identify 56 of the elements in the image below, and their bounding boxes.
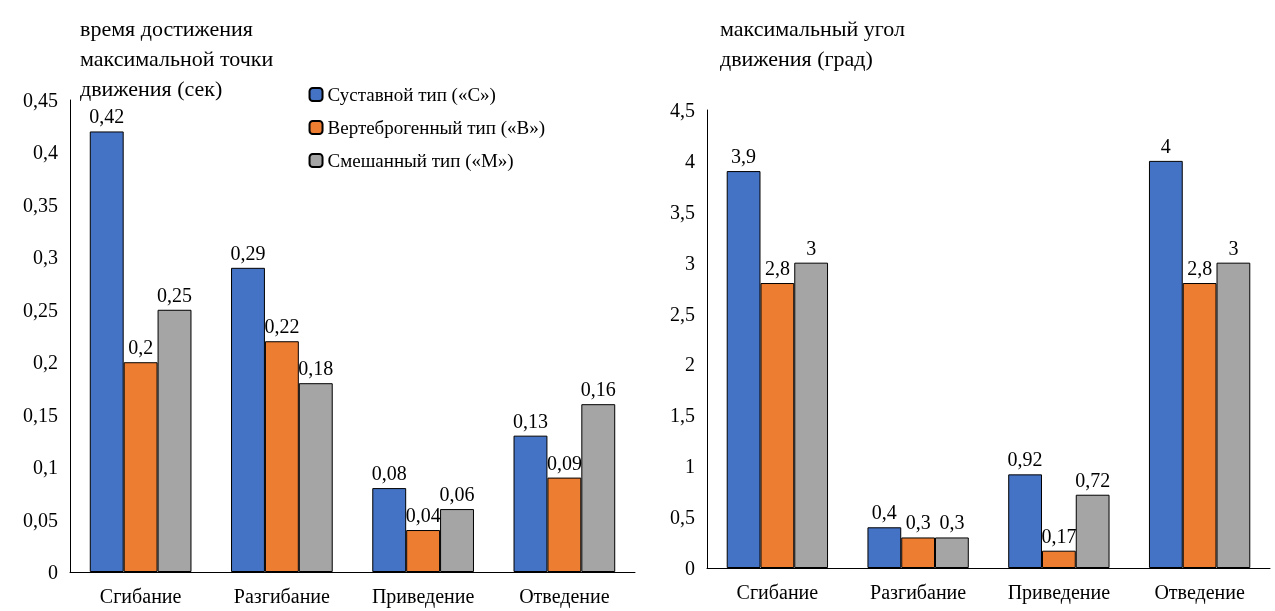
data-label: 4 xyxy=(1160,134,1171,157)
data-label: 0,13 xyxy=(512,409,548,432)
y-tick-label: 1,5 xyxy=(670,404,695,427)
data-label: 3 xyxy=(1228,236,1239,259)
y-tick-label: 0,35 xyxy=(23,193,58,216)
x-tick-label: Разгибание xyxy=(870,581,967,603)
y-tick-label: 0,5 xyxy=(670,506,695,529)
data-label: 0,72 xyxy=(1075,468,1111,491)
data-label: 0,22 xyxy=(264,315,300,338)
y-tick-label: 1 xyxy=(685,455,695,478)
x-tick-label: Сгибание xyxy=(736,581,819,603)
data-label: 0,09 xyxy=(546,451,582,474)
data-label: 3,9 xyxy=(731,145,757,168)
y-tick-label: 2 xyxy=(685,353,695,376)
data-label: 0,16 xyxy=(580,378,616,401)
data-label: 3 xyxy=(806,236,817,259)
chart-title: максимальный угол движения (град) xyxy=(720,15,911,71)
x-tick-label: Сгибание xyxy=(99,585,182,607)
chart-title: время достижения максимальной точки движения (сек) xyxy=(80,15,279,101)
y-tick-label: 0 xyxy=(48,561,58,583)
data-label: 0,2 xyxy=(128,336,154,359)
data-label: 0,06 xyxy=(439,483,475,506)
legend-label: Суставной тип («С») xyxy=(327,84,496,106)
x-tick-label: Приведение xyxy=(371,585,475,608)
y-tick-label: 3,5 xyxy=(670,200,695,223)
y-tick-label: 0,45 xyxy=(23,89,58,111)
y-tick-label: 3 xyxy=(685,251,695,274)
x-tick-label: Разгибание xyxy=(233,585,331,607)
data-label: 0,25 xyxy=(157,283,193,306)
y-tick-label: 0 xyxy=(685,557,695,579)
x-tick-label: Приведение xyxy=(1007,581,1111,604)
data-label: 2,8 xyxy=(764,257,790,280)
y-tick-label: 2,5 xyxy=(670,302,695,325)
data-label: 0,3 xyxy=(939,511,965,534)
y-tick-label: 4,5 xyxy=(670,99,695,121)
y-tick-label: 4 xyxy=(685,149,695,172)
y-tick-label: 0,25 xyxy=(23,298,58,321)
y-tick-label: 0,4 xyxy=(33,141,58,164)
data-label: 0,4 xyxy=(871,501,897,524)
legend-label: Вертеброгенный тип («В») xyxy=(327,117,546,139)
data-label: 0,29 xyxy=(230,241,266,264)
data-label: 2,8 xyxy=(1187,257,1213,280)
y-tick-label: 0,2 xyxy=(33,351,58,374)
data-label: 0,17 xyxy=(1041,524,1077,547)
x-tick-label: Отведение xyxy=(1154,581,1245,604)
legend-label: Смешанный тип («М») xyxy=(327,150,514,172)
data-label: 0,92 xyxy=(1007,448,1043,471)
data-label: 0,42 xyxy=(89,105,125,128)
x-tick-label: Отведение xyxy=(519,585,610,608)
data-label: 0,3 xyxy=(905,511,931,534)
data-label: 0,08 xyxy=(371,462,407,485)
y-tick-label: 0,05 xyxy=(23,508,58,531)
data-label: 0,18 xyxy=(298,357,334,380)
y-tick-label: 0,15 xyxy=(23,403,58,426)
y-tick-label: 0,1 xyxy=(33,456,58,479)
y-tick-label: 0,3 xyxy=(33,246,58,269)
